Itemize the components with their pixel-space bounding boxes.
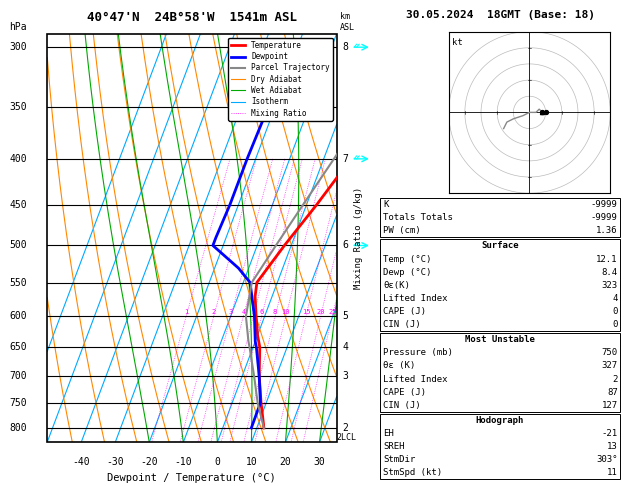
Text: km
ASL: km ASL: [340, 12, 355, 32]
Text: K: K: [383, 200, 388, 209]
Text: 2LCL: 2LCL: [337, 433, 357, 442]
Text: -20: -20: [140, 456, 158, 467]
Point: [537, 108, 547, 116]
Text: 650: 650: [9, 342, 27, 352]
Text: Surface: Surface: [481, 242, 519, 250]
Text: 3: 3: [229, 309, 233, 315]
Text: 4: 4: [241, 309, 245, 315]
Text: -30: -30: [106, 456, 124, 467]
Text: 7: 7: [343, 154, 348, 164]
Text: 6: 6: [343, 241, 348, 250]
Text: Most Unstable: Most Unstable: [465, 335, 535, 344]
Text: 6: 6: [260, 309, 264, 315]
Text: -10: -10: [174, 456, 192, 467]
Text: Lifted Index: Lifted Index: [383, 375, 447, 383]
Bar: [47, 34, 337, 442]
Text: 40°47'N  24B°58'W  1541m ASL: 40°47'N 24B°58'W 1541m ASL: [87, 11, 297, 24]
Text: CIN (J): CIN (J): [383, 320, 421, 329]
Text: 5: 5: [251, 309, 255, 315]
Text: 4: 4: [343, 342, 348, 352]
Text: Dewpoint / Temperature (°C): Dewpoint / Temperature (°C): [108, 473, 276, 483]
Text: 2: 2: [613, 375, 618, 383]
Text: θε (K): θε (K): [383, 362, 415, 370]
Text: -40: -40: [72, 456, 90, 467]
Text: Dewp (°C): Dewp (°C): [383, 268, 431, 277]
Text: 30.05.2024  18GMT (Base: 18): 30.05.2024 18GMT (Base: 18): [406, 10, 594, 20]
Text: Pressure (mb): Pressure (mb): [383, 348, 453, 357]
Legend: Temperature, Dewpoint, Parcel Trajectory, Dry Adiabat, Wet Adiabat, Isotherm, Mi: Temperature, Dewpoint, Parcel Trajectory…: [228, 38, 333, 121]
Text: 11: 11: [607, 469, 618, 477]
Text: CAPE (J): CAPE (J): [383, 388, 426, 397]
Text: 12.1: 12.1: [596, 255, 618, 263]
Text: -9999: -9999: [591, 200, 618, 209]
Text: SREH: SREH: [383, 442, 404, 451]
Text: 750: 750: [9, 398, 27, 408]
Text: EH: EH: [383, 429, 394, 438]
Text: hPa: hPa: [9, 22, 27, 32]
Text: 20: 20: [316, 309, 325, 315]
Text: 750: 750: [601, 348, 618, 357]
Text: Totals Totals: Totals Totals: [383, 213, 453, 222]
Text: Hodograph: Hodograph: [476, 416, 524, 425]
Text: 400: 400: [9, 154, 27, 164]
Text: PW (cm): PW (cm): [383, 226, 421, 235]
Text: 127: 127: [601, 401, 618, 410]
Text: 15: 15: [302, 309, 310, 315]
Point: [540, 108, 550, 116]
Text: 30: 30: [314, 456, 325, 467]
Text: 350: 350: [9, 102, 27, 112]
Text: 8: 8: [273, 309, 277, 315]
Text: 25: 25: [328, 309, 337, 315]
Text: -9999: -9999: [591, 213, 618, 222]
Text: 1.36: 1.36: [596, 226, 618, 235]
Text: 323: 323: [601, 281, 618, 290]
Text: 303°: 303°: [596, 455, 618, 464]
Text: 0: 0: [214, 456, 220, 467]
Text: kt: kt: [452, 38, 463, 47]
Text: 700: 700: [9, 371, 27, 381]
Text: 87: 87: [607, 388, 618, 397]
Text: 8.4: 8.4: [601, 268, 618, 277]
Text: 4: 4: [613, 294, 618, 303]
Text: 600: 600: [9, 311, 27, 321]
Text: Lifted Index: Lifted Index: [383, 294, 447, 303]
Text: 10: 10: [245, 456, 257, 467]
Text: CAPE (J): CAPE (J): [383, 307, 426, 316]
Text: 1: 1: [184, 309, 188, 315]
Text: Mixing Ratio (g/kg): Mixing Ratio (g/kg): [354, 187, 363, 289]
Text: -21: -21: [601, 429, 618, 438]
Text: 8: 8: [343, 42, 348, 52]
Text: 550: 550: [9, 278, 27, 288]
Text: 2: 2: [343, 423, 348, 433]
Text: 450: 450: [9, 200, 27, 209]
Text: 3: 3: [343, 371, 348, 381]
Text: 13: 13: [607, 442, 618, 451]
Text: 300: 300: [9, 42, 27, 52]
Text: 5: 5: [343, 311, 348, 321]
Text: StmSpd (kt): StmSpd (kt): [383, 469, 442, 477]
Text: Temp (°C): Temp (°C): [383, 255, 431, 263]
Text: 0: 0: [613, 320, 618, 329]
Text: θε(K): θε(K): [383, 281, 410, 290]
Text: 2: 2: [211, 309, 216, 315]
Text: 0: 0: [613, 307, 618, 316]
Text: 500: 500: [9, 241, 27, 250]
Text: CIN (J): CIN (J): [383, 401, 421, 410]
Text: StmDir: StmDir: [383, 455, 415, 464]
Text: 10: 10: [282, 309, 290, 315]
Text: 20: 20: [279, 456, 291, 467]
Text: 327: 327: [601, 362, 618, 370]
Text: 800: 800: [9, 423, 27, 433]
